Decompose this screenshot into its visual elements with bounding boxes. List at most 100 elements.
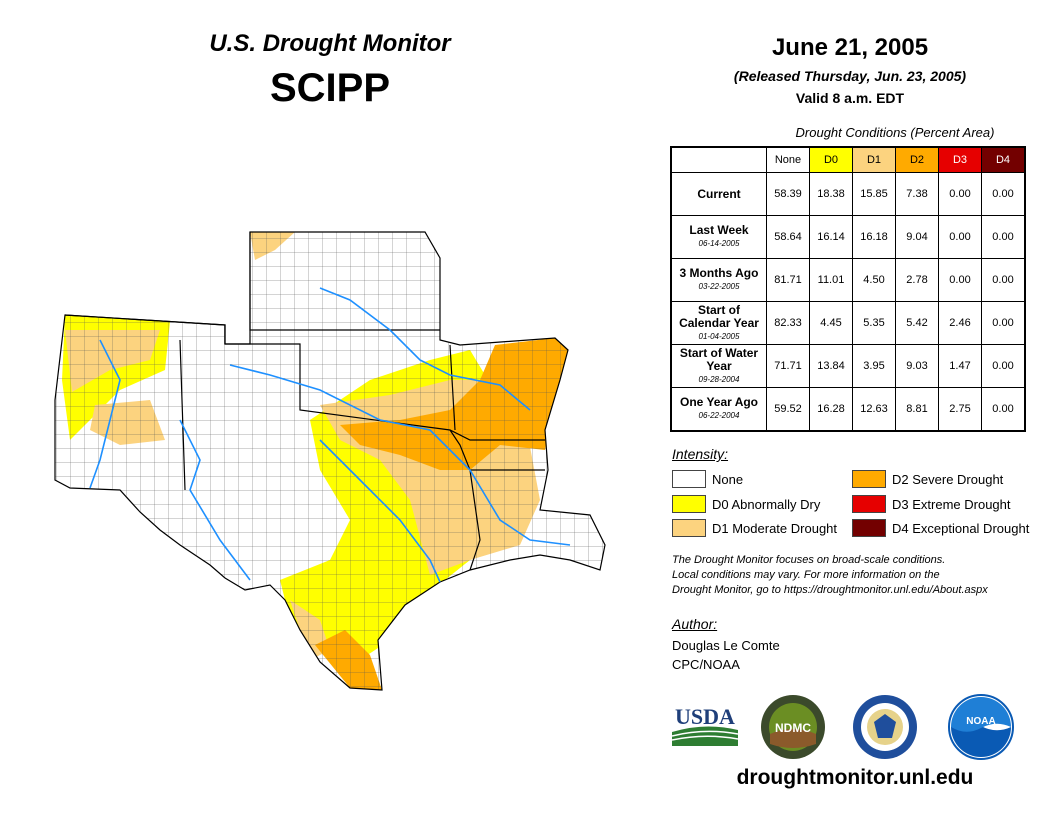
legend-label: D1 Moderate Drought	[712, 520, 838, 536]
table-cell: 0.00	[938, 172, 982, 216]
table-row: Start of Water Year 09-28-2004 71.71 13.8…	[670, 344, 1026, 388]
disclaimer-note: The Drought Monitor focuses on broad-sca…	[672, 553, 1042, 598]
table-cell: 7.38	[895, 172, 939, 216]
author-org: CPC/NOAA	[672, 657, 740, 672]
drought-layer	[55, 232, 605, 690]
legend-label: D4 Exceptional Drought	[892, 520, 1030, 536]
table-cell: 71.71	[766, 344, 810, 388]
table-row: Current 58.39 18.38 15.85 7.38 0.00 0.00	[670, 172, 1026, 216]
table-row: Start of Calendar Year 01-04-2005 82.33 4…	[670, 301, 1026, 345]
legend-item-d4: D4 Exceptional Drought	[852, 519, 1029, 537]
table-cell: 0.00	[981, 344, 1026, 388]
table-cell: 4.45	[809, 301, 853, 345]
table-cell: 15.85	[852, 172, 896, 216]
usda-logo-icon: USDA	[672, 704, 738, 746]
legend-item-d3: D3 Extreme Drought	[852, 495, 1011, 513]
legend-label: D3 Extreme Drought	[892, 496, 1011, 512]
svg-text:USDA: USDA	[675, 704, 735, 729]
monitor-title: U.S. Drought Monitor	[209, 30, 451, 57]
legend-item-none: None	[672, 470, 743, 488]
table-cell: 0.00	[981, 215, 1026, 259]
row-label: Start of Water Year 09-28-2004	[670, 344, 767, 388]
table-caption: Drought Conditions (Percent Area)	[795, 125, 995, 140]
table-row: One Year Ago 06-22-2004 59.52 16.28 12.63…	[670, 387, 1026, 432]
legend-title: Intensity:	[672, 446, 729, 462]
noaa-logo-icon: NOAA	[948, 694, 1014, 760]
legend-label: D2 Severe Drought	[892, 471, 1004, 487]
col-header-d4: D4	[981, 146, 1026, 173]
state-boundaries	[54, 231, 606, 691]
row-label: Current	[670, 172, 767, 216]
table-cell: 59.52	[766, 387, 810, 432]
map-date: June 21, 2005	[771, 34, 929, 61]
table-header-row: None D0 D1 D2 D3 D4	[671, 146, 1026, 173]
col-header-d1: D1	[852, 146, 896, 173]
table-cell: 4.50	[852, 258, 896, 302]
region-title: SCIPP	[269, 66, 391, 110]
legend-swatch	[672, 495, 706, 513]
col-header-d0: D0	[809, 146, 853, 173]
table-cell: 8.81	[895, 387, 939, 432]
table-cell: 0.00	[981, 258, 1026, 302]
table-cell: 16.14	[809, 215, 853, 259]
col-header-d2: D2	[895, 146, 939, 173]
table-cell: 16.18	[852, 215, 896, 259]
legend-item-d1: D1 Moderate Drought	[672, 519, 837, 537]
legend-label: D0 Abnormally Dry	[712, 496, 821, 512]
legend-label: None	[712, 471, 744, 487]
table-cell: 81.71	[766, 258, 810, 302]
col-header-d3: D3	[938, 146, 982, 173]
table-row: Last Week 06-14-2005 58.64 16.14 16.18 9.…	[670, 215, 1026, 259]
valid-time: Valid 8 a.m. EDT	[795, 90, 905, 106]
legend-swatch	[852, 470, 886, 488]
col-header-none: None	[766, 146, 810, 173]
table-cell: 9.03	[895, 344, 939, 388]
row-label: One Year Ago 06-22-2004	[670, 387, 767, 432]
svg-text:NOAA: NOAA	[966, 716, 995, 727]
table-cell: 58.64	[766, 215, 810, 259]
table-cell: 1.47	[938, 344, 982, 388]
table-cell: 5.35	[852, 301, 896, 345]
table-cell: 0.00	[981, 301, 1026, 345]
table-cell: 3.95	[852, 344, 896, 388]
table-cell: 16.28	[809, 387, 853, 432]
table-cell: 0.00	[938, 215, 982, 259]
legend-item-d2: D2 Severe Drought	[852, 470, 1003, 488]
ndmc-logo-icon: NDMC	[761, 695, 825, 759]
author-heading: Author:	[672, 616, 718, 632]
legend-swatch	[672, 470, 706, 488]
table-cell: 0.00	[981, 387, 1026, 432]
drought-table: None D0 D1 D2 D3 D4 Current 58.39 18.38 …	[670, 146, 1026, 432]
footer-url[interactable]: droughtmonitor.unl.edu	[736, 766, 974, 789]
table-cell: 58.39	[766, 172, 810, 216]
table-cell: 18.38	[809, 172, 853, 216]
table-cell: 2.75	[938, 387, 982, 432]
table-cell: 0.00	[981, 172, 1026, 216]
author-name: Douglas Le Comte	[672, 638, 780, 653]
table-cell: 13.84	[809, 344, 853, 388]
rivers	[89, 287, 571, 583]
table-cell: 0.00	[938, 258, 982, 302]
row-label: Start of Calendar Year 01-04-2005	[670, 301, 767, 345]
legend-swatch	[852, 495, 886, 513]
commerce-seal-icon	[853, 695, 917, 759]
table-row: 3 Months Ago 03-22-2005 81.71 11.01 4.50 …	[670, 258, 1026, 302]
note-line: Local conditions may vary. For more info…	[672, 569, 940, 581]
table-corner	[671, 147, 767, 173]
table-cell: 12.63	[852, 387, 896, 432]
release-date: (Released Thursday, Jun. 23, 2005)	[733, 68, 967, 84]
table-cell: 9.04	[895, 215, 939, 259]
drought-map	[54, 231, 606, 691]
table-cell: 2.46	[938, 301, 982, 345]
legend-swatch	[672, 519, 706, 537]
table-cell: 2.78	[895, 258, 939, 302]
legend-swatch	[852, 519, 886, 537]
row-label: 3 Months Ago 03-22-2005	[670, 258, 767, 302]
note-line: Drought Monitor, go to https://droughtmo…	[672, 584, 988, 596]
legend-item-d0: D0 Abnormally Dry	[672, 495, 820, 513]
table-cell: 82.33	[766, 301, 810, 345]
svg-text:NDMC: NDMC	[775, 721, 811, 735]
note-line: The Drought Monitor focuses on broad-sca…	[672, 554, 946, 566]
table-cell: 11.01	[809, 258, 853, 302]
table-cell: 5.42	[895, 301, 939, 345]
